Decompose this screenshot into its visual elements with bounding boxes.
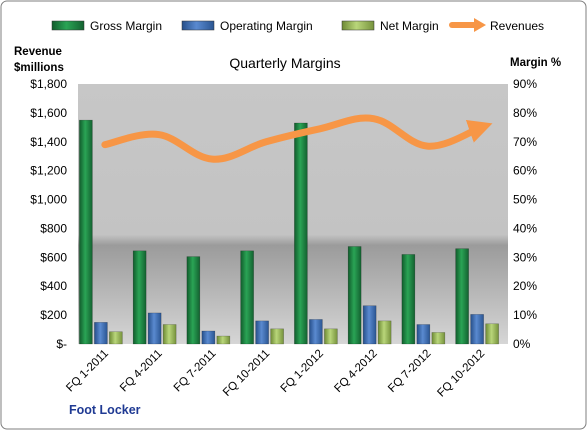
- bar-net-margin: [324, 328, 338, 345]
- chart-title: Quarterly Margins: [229, 55, 340, 71]
- right-tick-label: 60%: [513, 164, 537, 178]
- right-axis-ticks: 0% 10% 20% 30% 40% 50% 60% 70% 80% 90%: [513, 77, 537, 351]
- right-tick-label: 20%: [513, 279, 537, 293]
- left-tick-label: $600: [40, 250, 67, 264]
- bar-net-margin: [162, 324, 177, 345]
- bar-operating-margin: [147, 312, 162, 345]
- company-label: Foot Locker: [69, 403, 141, 417]
- bar-gross-margin: [186, 256, 201, 345]
- right-tick-label: 70%: [513, 135, 537, 149]
- left-tick-label: $400: [40, 279, 67, 293]
- right-tick-label: 40%: [513, 221, 537, 235]
- bar-operating-margin: [470, 314, 484, 345]
- bar-gross-margin: [455, 248, 469, 345]
- right-tick-label: 30%: [513, 250, 537, 264]
- left-tick-label: $-: [56, 337, 67, 351]
- left-tick-label: $800: [40, 221, 67, 235]
- legend-swatch-gross-margin: [51, 20, 85, 31]
- legend-swatch-net-margin: [341, 20, 375, 31]
- bar-net-margin: [377, 320, 392, 345]
- right-tick-label: 50%: [513, 193, 537, 207]
- legend: Gross Margin Operating Margin Net Margin Re…: [51, 18, 544, 33]
- bar-gross-margin: [132, 250, 147, 345]
- bar-operating-margin: [309, 319, 323, 345]
- right-axis-label: Margin %: [510, 57, 561, 69]
- bar-gross-margin: [401, 254, 416, 345]
- legend-swatch-operating-margin: [181, 20, 215, 31]
- bar-gross-margin: [294, 122, 308, 345]
- legend-arrow-icon: [474, 18, 486, 32]
- bar-gross-margin: [240, 250, 254, 345]
- left-tick-label: $1,400: [30, 135, 67, 149]
- legend-label-revenues: Revenues: [490, 19, 544, 33]
- bar-net-margin: [109, 331, 123, 345]
- left-axis-label-line-2: $millions: [14, 62, 64, 74]
- revenue-line: [101, 114, 493, 163]
- left-tick-label: $1,200: [30, 164, 67, 178]
- bar-operating-margin: [94, 322, 108, 345]
- bar-operating-margin: [362, 305, 377, 345]
- left-tick-label: $200: [40, 308, 67, 322]
- legend-label-net-margin: Net Margin: [380, 19, 439, 33]
- bar-net-margin: [216, 335, 231, 345]
- bar-gross-margin: [347, 246, 362, 345]
- legend-label-operating-margin: Operating Margin: [220, 19, 313, 33]
- revenue-line-group: [101, 114, 493, 163]
- right-tick-label: 80%: [513, 106, 537, 120]
- right-tick-label: 0%: [513, 337, 531, 351]
- bar-operating-margin: [416, 324, 431, 345]
- bar-gross-margin: [79, 119, 93, 345]
- plot-background: [78, 84, 508, 344]
- bars: [79, 119, 499, 345]
- bar-net-margin: [485, 323, 499, 345]
- bar-net-margin: [431, 332, 446, 345]
- bar-operating-margin: [255, 320, 269, 345]
- bar-net-margin: [270, 328, 284, 345]
- bar-operating-margin: [201, 330, 216, 345]
- left-tick-label: $1,000: [30, 193, 67, 207]
- legend-label-gross-margin: Gross Margin: [90, 19, 162, 33]
- left-tick-label: $1,600: [30, 106, 67, 120]
- left-axis-label-line-1: Revenue: [14, 46, 62, 58]
- left-axis-ticks: $- $200 $400 $600 $800 $1,000 $1,200 $1,400 $1,6…: [30, 77, 67, 351]
- left-axis-label: Revenue $millions: [14, 46, 65, 74]
- right-tick-label: 10%: [513, 308, 537, 322]
- right-tick-label: 90%: [513, 77, 537, 91]
- left-tick-label: $1,800: [30, 77, 67, 91]
